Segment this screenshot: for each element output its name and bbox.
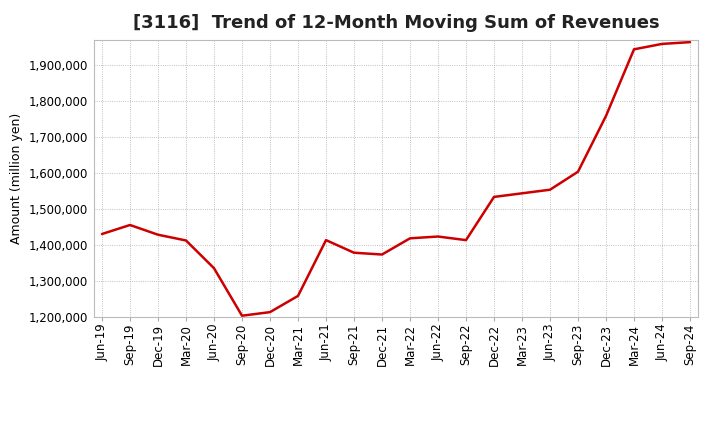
Y-axis label: Amount (million yen): Amount (million yen) [10,113,23,244]
Title: [3116]  Trend of 12-Month Moving Sum of Revenues: [3116] Trend of 12-Month Moving Sum of R… [132,15,660,33]
